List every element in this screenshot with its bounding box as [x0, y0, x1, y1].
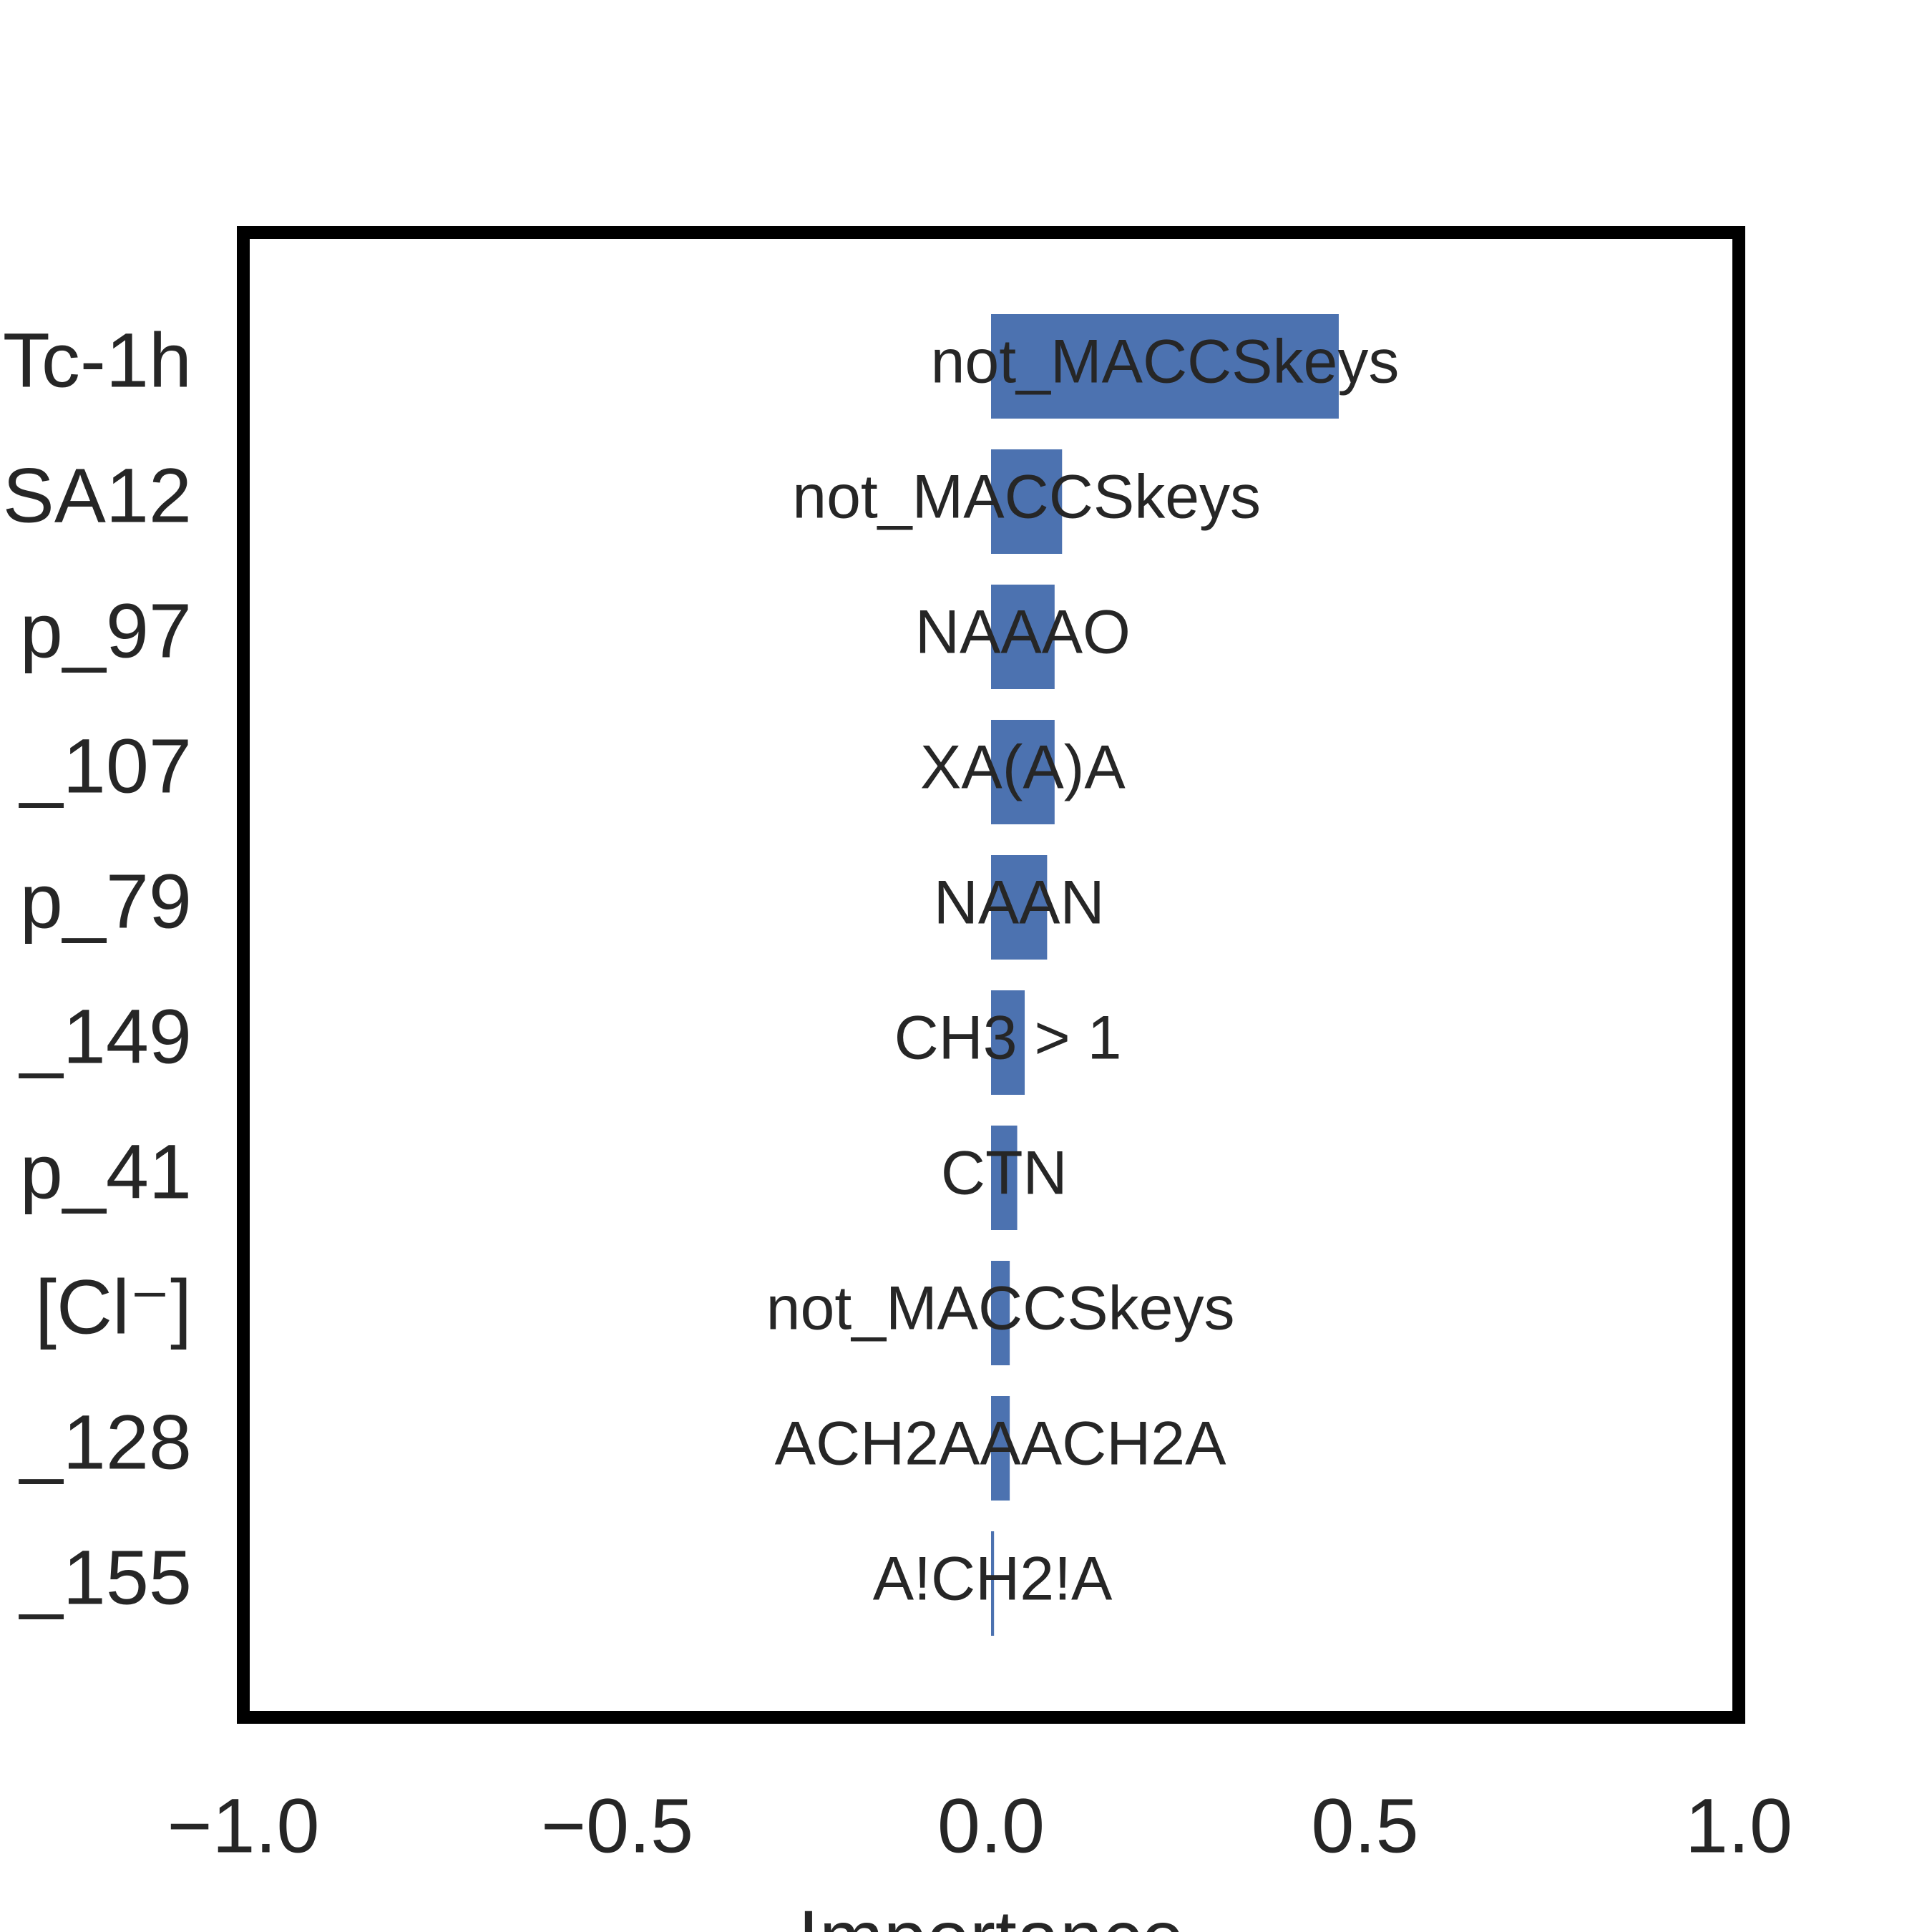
bar	[991, 449, 1063, 554]
bar-label: not_MACCSkeys	[792, 463, 1261, 532]
bars-layer	[991, 314, 1339, 1636]
y-tick-label: p_79	[20, 858, 192, 945]
bar-label: not_MACCSkeys	[931, 328, 1400, 396]
bar-label: NAAAO	[915, 598, 1131, 667]
x-tick-label: 1.0	[1685, 1782, 1792, 1869]
bar	[991, 990, 1025, 1095]
x-tick-label: 0.5	[1311, 1782, 1418, 1869]
y-tick-label: _149	[19, 993, 192, 1080]
x-tick-label: 0.0	[937, 1782, 1045, 1869]
bar	[991, 1531, 995, 1636]
bar-label: NAAN	[934, 869, 1105, 937]
y-tick-label: _155	[19, 1534, 192, 1621]
bar	[991, 1261, 1010, 1365]
bar-label: CTN	[941, 1139, 1068, 1208]
y-tick-label: p_41	[20, 1128, 192, 1215]
bar	[991, 720, 1055, 824]
bar	[991, 855, 1048, 960]
bar-label: XA(A)A	[920, 733, 1126, 802]
x-tick-label: −0.5	[541, 1782, 693, 1869]
bar	[991, 585, 1055, 689]
bar	[991, 314, 1339, 419]
x-tick-labels: −1.0 −0.5 0.0 0.5 1.0	[167, 1782, 1792, 1869]
y-tick-label: [Cl⁻]	[35, 1264, 192, 1350]
plot-frame	[237, 226, 1745, 1724]
y-tick-label: SA12	[3, 452, 192, 539]
bar	[991, 1126, 1018, 1230]
x-tick-label: −1.0	[167, 1782, 319, 1869]
bar-labels-layer: not_MACCSkeys not_MACCSkeys NAAAO XA(A)A NAA…	[766, 328, 1400, 1614]
bar	[991, 1396, 1010, 1501]
y-tick-label: Tc-1h	[3, 317, 192, 404]
bar-label: CH3 > 1	[894, 1004, 1122, 1073]
y-tick-labels: Tc-1h SA12 p_97 _107 p_79 _149 p_41 [Cl⁻] _128 _1…	[3, 317, 192, 1621]
y-tick-label: _128	[19, 1399, 192, 1485]
y-tick-label: _107	[19, 723, 192, 809]
bar-label: not_MACCSkeys	[766, 1274, 1235, 1343]
bar-label: A!CH2!A	[873, 1545, 1113, 1614]
x-axis-label: Importance	[798, 1894, 1184, 1932]
y-tick-label: p_97	[20, 587, 192, 674]
bar-label: ACH2AAACH2A	[775, 1410, 1227, 1478]
